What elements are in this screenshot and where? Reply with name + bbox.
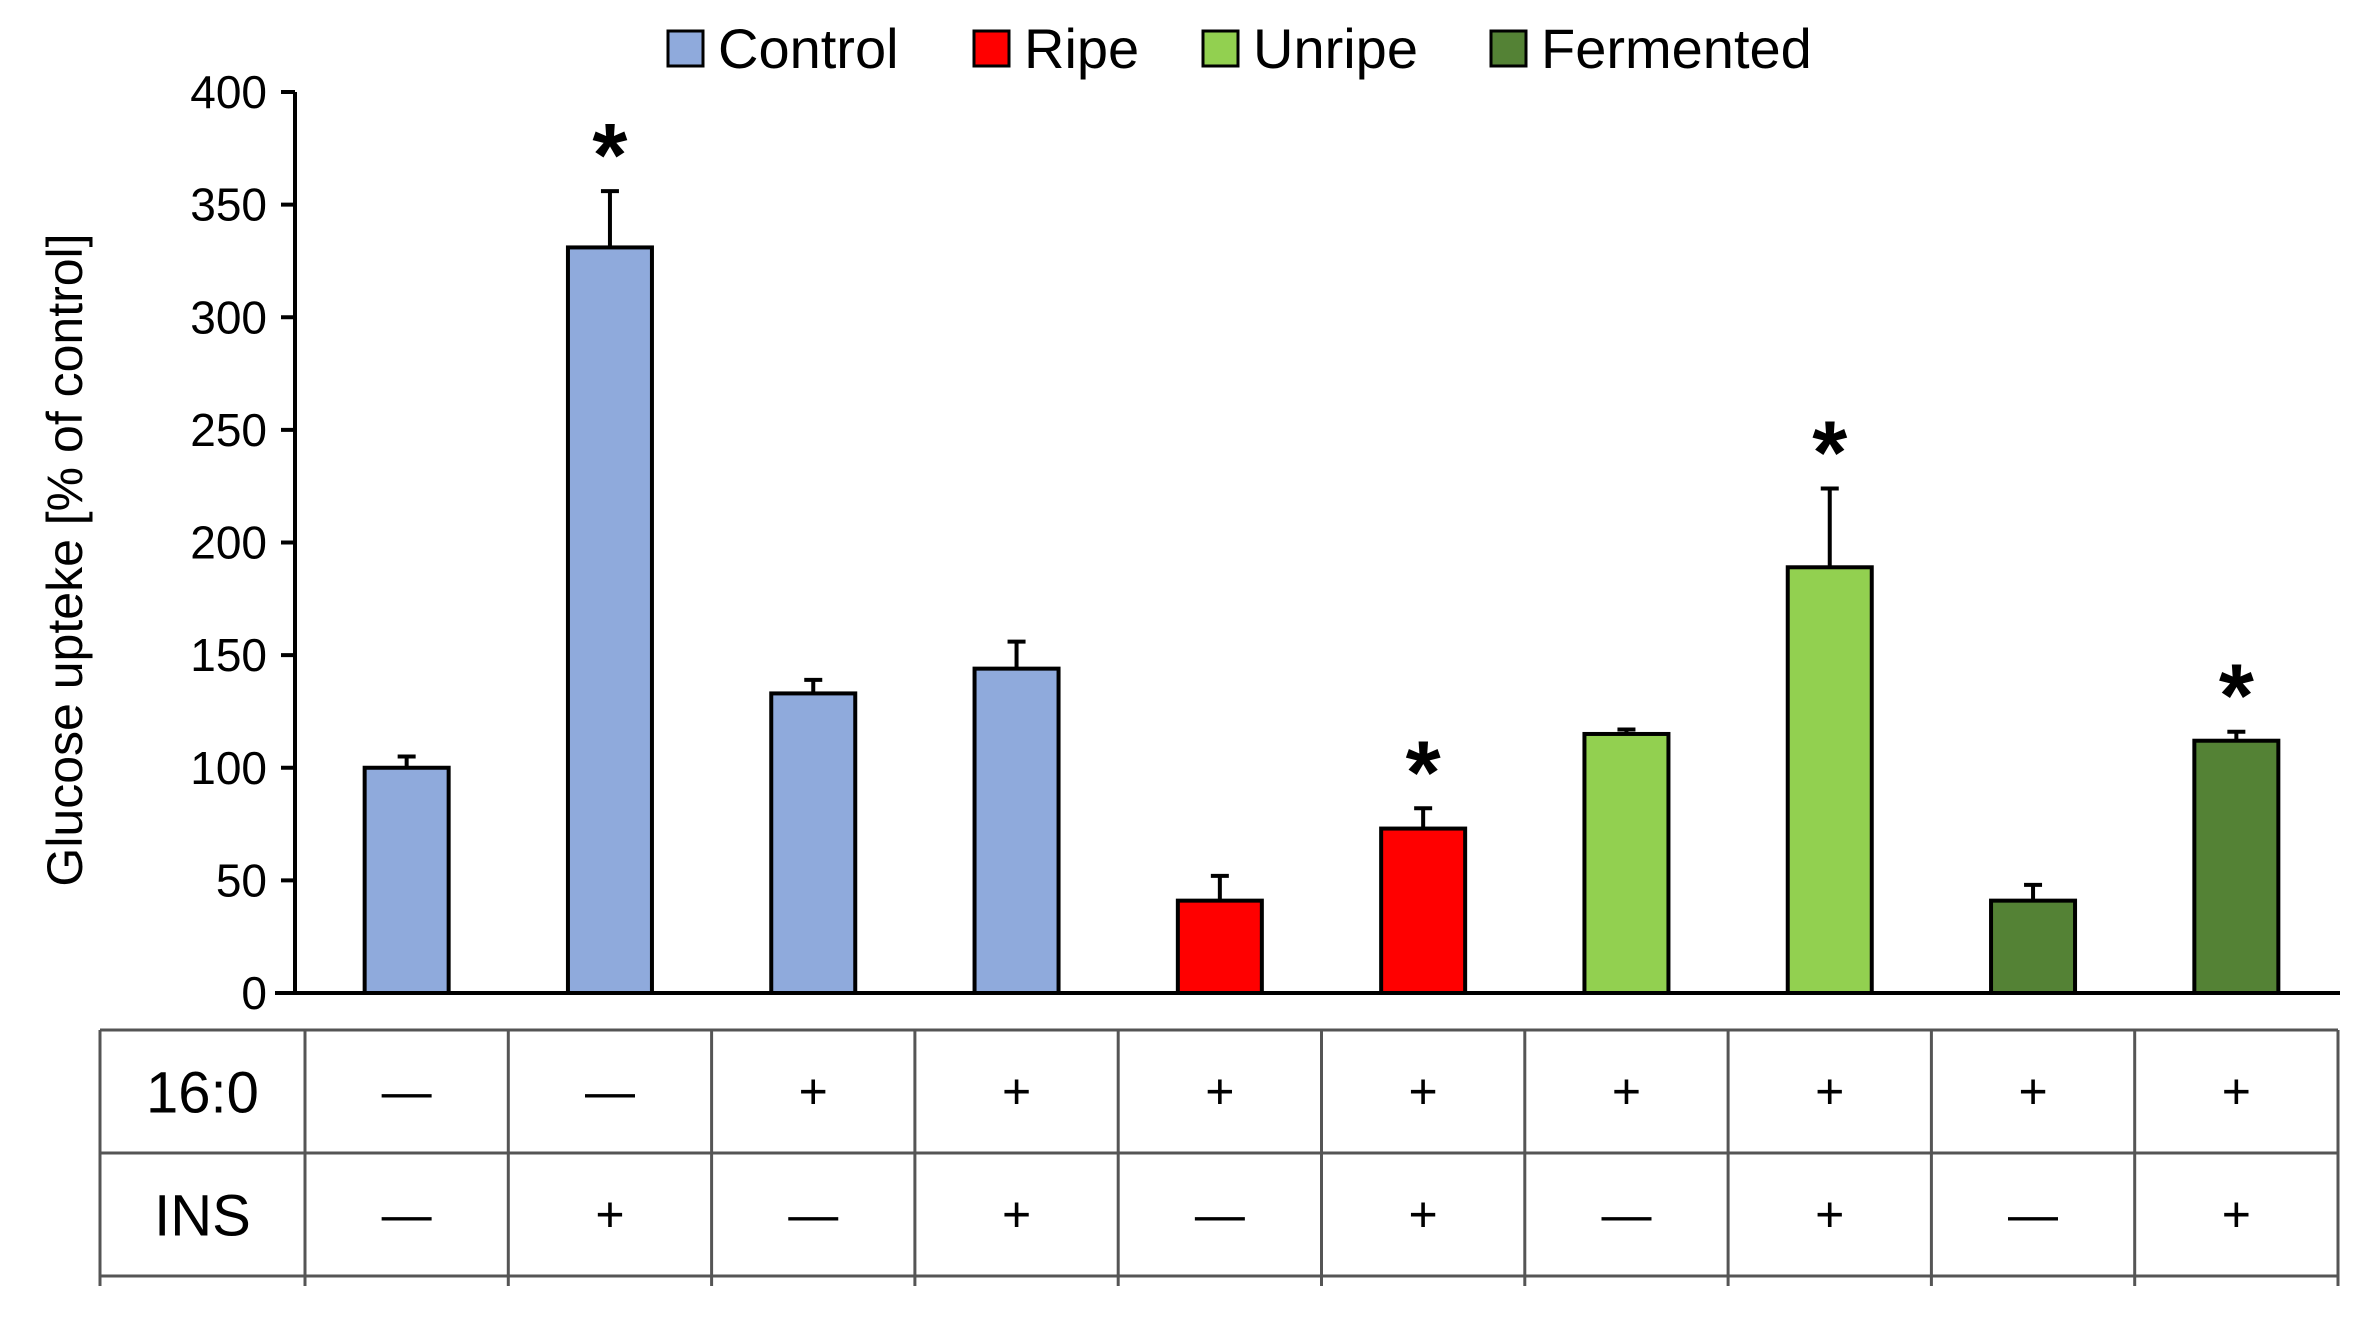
table-cell: + xyxy=(1002,1187,1031,1243)
significance-marker: * xyxy=(1812,403,1847,503)
table-cell: — xyxy=(382,1064,432,1120)
y-tick-label: 200 xyxy=(190,517,267,569)
legend-swatch-ripe xyxy=(972,29,1011,68)
table-cell: + xyxy=(1409,1064,1438,1120)
significance-marker: * xyxy=(592,106,627,206)
table-cell: + xyxy=(2222,1064,2251,1120)
y-tick-label: 0 xyxy=(241,967,267,1019)
y-tick-label: 300 xyxy=(190,291,267,343)
bar-control xyxy=(362,765,451,995)
table-cell: — xyxy=(1601,1187,1651,1243)
bar-ripe xyxy=(1379,826,1468,995)
y-tick-label: 350 xyxy=(190,179,267,231)
y-ticks: 0 50 100 150 200 250 300 350 400 xyxy=(190,66,295,1019)
bars: * * * * xyxy=(362,106,2281,996)
bar-control xyxy=(565,245,654,996)
table-row-label: INS xyxy=(154,1184,251,1249)
legend-label-fermented: Fermented xyxy=(1541,17,1812,80)
table-cell: + xyxy=(2018,1064,2047,1120)
table-cell: + xyxy=(1002,1064,1031,1120)
table-cell: + xyxy=(2222,1187,2251,1243)
legend: Control Ripe Unripe Fermented xyxy=(666,17,1812,80)
table-cell: + xyxy=(799,1064,828,1120)
y-tick-label: 400 xyxy=(190,66,267,118)
y-tick-label: 250 xyxy=(190,404,267,456)
significance-marker: * xyxy=(1406,723,1441,823)
bar-control xyxy=(769,691,858,995)
bar-ripe xyxy=(1175,898,1264,996)
legend-label-ripe: Ripe xyxy=(1024,17,1139,80)
treatment-table: 16:0 — — + + + + + + + + INS — + — + — + — + — + xyxy=(98,1028,2340,1286)
significance-marker: * xyxy=(2219,647,2254,747)
table-cell: — xyxy=(2008,1187,2058,1243)
table-cell: + xyxy=(595,1187,624,1243)
table-cell: + xyxy=(1205,1064,1234,1120)
table-cell: — xyxy=(788,1187,838,1243)
bar-control xyxy=(972,666,1061,995)
legend-swatch-fermented xyxy=(1489,29,1528,68)
table-cell: — xyxy=(585,1064,635,1120)
bar-unripe xyxy=(1785,565,1874,996)
legend-swatch-unripe xyxy=(1201,29,1240,68)
table-cell: + xyxy=(1612,1064,1641,1120)
table-cell: — xyxy=(382,1187,432,1243)
bar-unripe xyxy=(1582,731,1671,996)
table-row-label: 16:0 xyxy=(146,1061,259,1126)
legend-label-unripe: Unripe xyxy=(1253,17,1418,80)
table-cell: + xyxy=(1409,1187,1438,1243)
y-tick-label: 150 xyxy=(190,629,267,681)
table-cell: — xyxy=(1195,1187,1245,1243)
bar-fermented xyxy=(1989,898,2078,996)
y-axis-title: Glucose upteke [% of control] xyxy=(37,233,93,886)
legend-label-control: Control xyxy=(718,17,899,80)
bar-fermented xyxy=(2192,738,2281,995)
y-tick-label: 50 xyxy=(216,854,267,906)
table-cell: + xyxy=(1815,1187,1844,1243)
legend-swatch-control xyxy=(666,29,705,68)
table-cell: + xyxy=(1815,1064,1844,1120)
y-tick-label: 100 xyxy=(190,742,267,794)
